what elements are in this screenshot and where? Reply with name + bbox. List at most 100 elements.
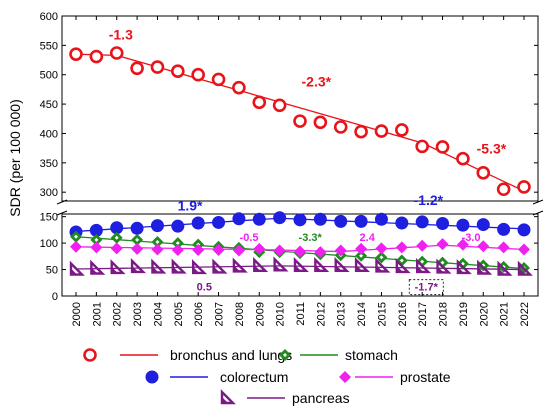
x-tick-label: 2020 [478, 302, 490, 326]
marker-inner [193, 266, 200, 273]
legend-item: bronchus and lungs [83, 347, 292, 363]
legend-label: pancreas [292, 390, 350, 406]
x-tick-label: 2016 [397, 302, 409, 326]
data-point [313, 212, 327, 226]
marker-inner [152, 266, 159, 273]
data-point [375, 251, 388, 264]
marker-inner [359, 253, 364, 258]
data-point [497, 260, 513, 276]
data-point [89, 49, 104, 64]
annotation-label: 1.9* [178, 197, 203, 213]
marker-inner [274, 264, 281, 271]
data-point [131, 233, 144, 246]
data-point [191, 259, 208, 275]
data-point [192, 243, 205, 256]
data-point [416, 239, 429, 252]
marker-inner [376, 265, 383, 272]
y-axis-label: SDR (per 100 000) [7, 99, 23, 217]
data-point [273, 211, 287, 225]
annotation-label: -3.0 [462, 232, 481, 244]
trend-segment [116, 54, 423, 144]
data-point [374, 124, 389, 138]
legend-label: stomach [345, 347, 398, 363]
legend-marker [220, 389, 236, 405]
axis-break-mark [532, 210, 544, 216]
annotation-label: -0.5 [240, 232, 259, 244]
legend-marker [279, 349, 291, 361]
marker-inner [519, 268, 525, 275]
marker-inner [94, 237, 99, 242]
data-point [90, 259, 106, 275]
data-markers [69, 46, 533, 276]
data-point [211, 72, 226, 87]
legend-label: colorectum [220, 369, 288, 385]
x-tick-label: 2003 [132, 302, 144, 326]
data-point [232, 244, 245, 257]
x-tick-label: 2007 [214, 302, 226, 326]
legend-label: prostate [400, 369, 451, 385]
data-point [151, 243, 164, 256]
data-point [354, 214, 368, 228]
data-point [69, 260, 85, 276]
x-tick-label: 2021 [499, 302, 511, 326]
data-point [232, 80, 246, 95]
data-point [130, 258, 146, 274]
axis-break-mark [56, 210, 68, 216]
data-point [436, 238, 449, 251]
marker-inner [155, 240, 160, 245]
y-tick-label: 150 [40, 212, 58, 224]
data-point [497, 241, 510, 254]
x-tick-label: 2018 [438, 302, 450, 326]
data-point [293, 256, 309, 273]
y-tick-label: 500 [40, 70, 58, 82]
data-point [374, 212, 388, 226]
data-point [150, 60, 165, 74]
annotation-label: -1.3 [109, 26, 133, 42]
data-point [314, 246, 327, 259]
marker-inner [440, 260, 445, 265]
y-tick-label: 450 [40, 99, 58, 111]
marker-inner [254, 264, 261, 271]
annotation-label: -1.2* [414, 192, 444, 208]
axis-break-mark [56, 199, 68, 205]
data-point [334, 256, 350, 273]
legend-item: stomach [279, 347, 398, 363]
data-point [293, 114, 307, 128]
data-point [212, 215, 226, 229]
data-point [70, 230, 82, 243]
legend-marker [339, 371, 351, 383]
marker-inner [213, 266, 220, 273]
data-point [90, 233, 103, 246]
data-point [375, 242, 388, 255]
data-point [354, 124, 368, 139]
data-point [436, 217, 450, 231]
data-point [436, 258, 452, 274]
data-point [333, 120, 348, 134]
x-tick-label: 2000 [71, 302, 83, 326]
marker-inner [175, 241, 180, 246]
data-point [476, 166, 491, 180]
data-point [294, 245, 306, 258]
y-tick-label: 0 [52, 291, 58, 303]
marker-inner [111, 266, 118, 273]
data-point [517, 260, 533, 276]
annotation-label: -3.3* [299, 232, 323, 244]
data-point [416, 255, 429, 268]
data-point [70, 240, 82, 253]
annotation-label: -2.3* [302, 73, 332, 89]
data-point [110, 231, 123, 244]
data-point [151, 236, 164, 249]
data-point [130, 221, 144, 235]
data-point [456, 218, 470, 232]
data-point [375, 257, 391, 273]
marker-inner [396, 265, 403, 272]
axis-break-mark [532, 199, 544, 205]
data-point [395, 258, 411, 274]
marker-inner [91, 267, 98, 274]
data-point [253, 256, 269, 273]
data-point [415, 215, 429, 229]
x-tick-label: 2012 [315, 302, 327, 326]
data-point [436, 256, 449, 269]
trend-segment [279, 249, 341, 253]
